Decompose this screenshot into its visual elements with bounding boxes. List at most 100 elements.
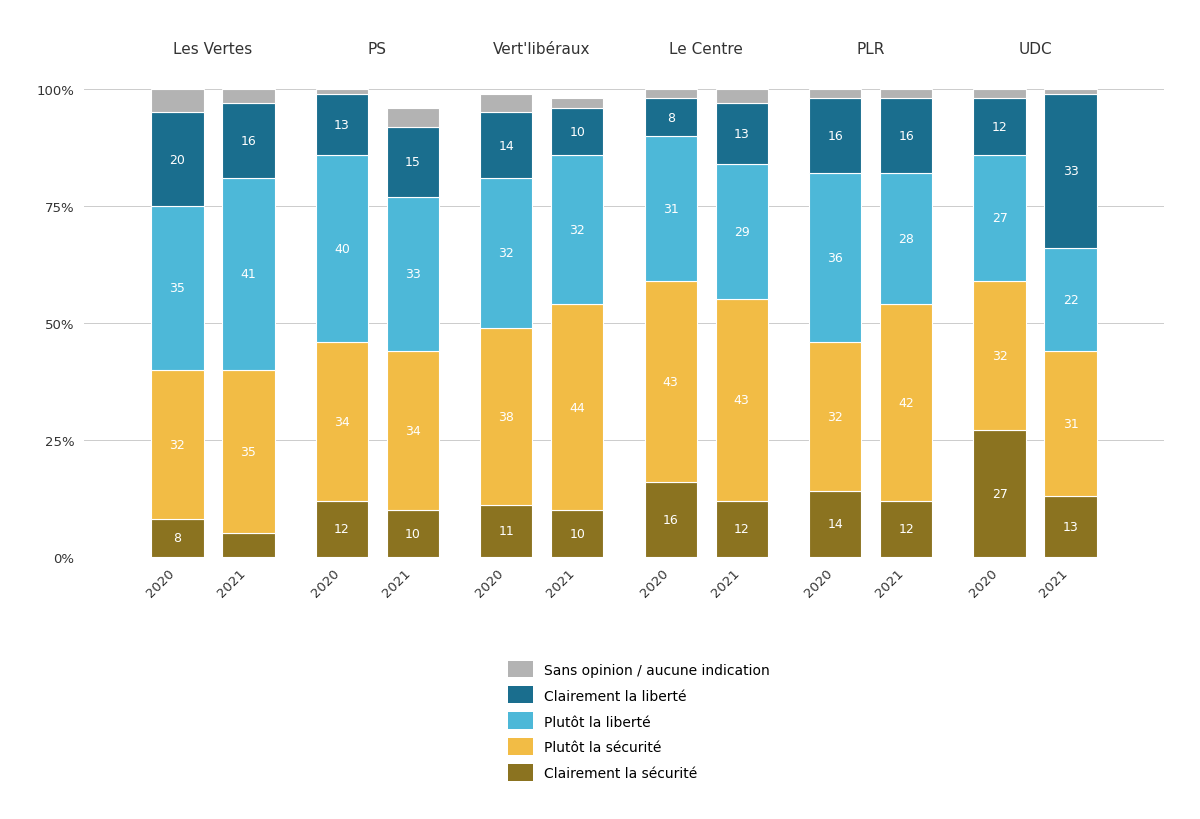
- Bar: [880, 174, 932, 305]
- Bar: [715, 90, 768, 104]
- Bar: [151, 519, 204, 557]
- Bar: [551, 99, 604, 109]
- Text: 8: 8: [667, 111, 674, 124]
- Bar: [973, 431, 1026, 557]
- Bar: [480, 505, 533, 557]
- Bar: [880, 501, 932, 557]
- Bar: [386, 109, 439, 128]
- Text: PS: PS: [368, 43, 386, 57]
- Text: 16: 16: [899, 130, 914, 143]
- Bar: [715, 165, 768, 300]
- Bar: [809, 90, 862, 99]
- Bar: [151, 113, 204, 206]
- Text: 32: 32: [991, 350, 1008, 363]
- Text: PLR: PLR: [857, 43, 884, 57]
- Text: 29: 29: [734, 226, 750, 239]
- Text: 32: 32: [827, 410, 844, 423]
- Bar: [715, 104, 768, 165]
- Text: 12: 12: [734, 523, 750, 536]
- Text: 12: 12: [334, 523, 349, 536]
- Bar: [973, 90, 1026, 99]
- Text: 16: 16: [662, 513, 678, 526]
- Bar: [316, 156, 368, 342]
- Bar: [386, 351, 439, 510]
- Text: 41: 41: [240, 268, 257, 281]
- Text: 22: 22: [1063, 294, 1079, 306]
- Bar: [1044, 496, 1097, 557]
- Bar: [715, 300, 768, 501]
- Text: 44: 44: [570, 401, 586, 414]
- Text: 34: 34: [404, 424, 421, 437]
- Bar: [973, 282, 1026, 431]
- Text: 31: 31: [1063, 418, 1079, 430]
- Bar: [316, 501, 368, 557]
- Bar: [644, 90, 697, 99]
- Bar: [316, 95, 368, 156]
- Bar: [151, 90, 204, 113]
- Text: 42: 42: [899, 396, 914, 410]
- Bar: [880, 90, 932, 99]
- Bar: [151, 370, 204, 519]
- Bar: [644, 282, 697, 482]
- Text: 10: 10: [569, 527, 586, 540]
- Bar: [480, 328, 533, 505]
- Bar: [480, 179, 533, 328]
- Bar: [644, 482, 697, 557]
- Bar: [973, 156, 1026, 282]
- Text: 10: 10: [404, 527, 421, 540]
- Bar: [551, 305, 604, 510]
- Bar: [151, 206, 204, 370]
- Bar: [551, 109, 604, 156]
- Bar: [386, 128, 439, 197]
- Text: 33: 33: [1063, 165, 1079, 179]
- Bar: [715, 501, 768, 557]
- Text: 11: 11: [498, 525, 514, 538]
- Text: 43: 43: [662, 375, 678, 388]
- Text: 14: 14: [827, 518, 844, 531]
- Bar: [480, 113, 533, 179]
- Bar: [222, 90, 275, 104]
- Text: 13: 13: [1063, 520, 1079, 533]
- Bar: [1044, 95, 1097, 249]
- Text: Les Vertes: Les Vertes: [173, 43, 252, 57]
- Text: 16: 16: [240, 135, 257, 148]
- Text: 38: 38: [498, 410, 515, 423]
- Text: 34: 34: [334, 415, 349, 428]
- Bar: [644, 99, 697, 137]
- Text: 13: 13: [334, 119, 349, 132]
- Bar: [551, 510, 604, 557]
- Bar: [480, 95, 533, 113]
- Text: 27: 27: [991, 487, 1008, 500]
- Text: 27: 27: [991, 212, 1008, 225]
- Text: 10: 10: [569, 125, 586, 138]
- Text: 14: 14: [498, 139, 514, 152]
- Legend: Sans opinion / aucune indication, Clairement la liberté, Plutôt la liberté, Plut: Sans opinion / aucune indication, Claire…: [502, 654, 778, 789]
- Text: 32: 32: [498, 247, 514, 260]
- Bar: [222, 370, 275, 533]
- Text: Le Centre: Le Centre: [670, 43, 743, 57]
- Text: 31: 31: [662, 202, 678, 215]
- Text: 32: 32: [169, 438, 185, 451]
- Bar: [386, 197, 439, 351]
- Bar: [222, 104, 275, 179]
- Bar: [809, 99, 862, 174]
- Text: 16: 16: [827, 130, 844, 143]
- Bar: [973, 99, 1026, 156]
- Bar: [1044, 351, 1097, 496]
- Text: 35: 35: [240, 446, 257, 459]
- Text: 40: 40: [334, 242, 349, 256]
- Bar: [551, 156, 604, 305]
- Text: UDC: UDC: [1019, 43, 1052, 57]
- Bar: [222, 533, 275, 557]
- Bar: [880, 99, 932, 174]
- Bar: [880, 305, 932, 501]
- Bar: [1044, 249, 1097, 351]
- Bar: [809, 174, 862, 342]
- Text: 12: 12: [991, 121, 1008, 133]
- Text: 43: 43: [734, 394, 750, 407]
- Bar: [809, 342, 862, 491]
- Text: 12: 12: [899, 523, 914, 536]
- Text: 15: 15: [404, 156, 421, 169]
- Bar: [222, 179, 275, 370]
- Text: Vert'libéraux: Vert'libéraux: [493, 43, 590, 57]
